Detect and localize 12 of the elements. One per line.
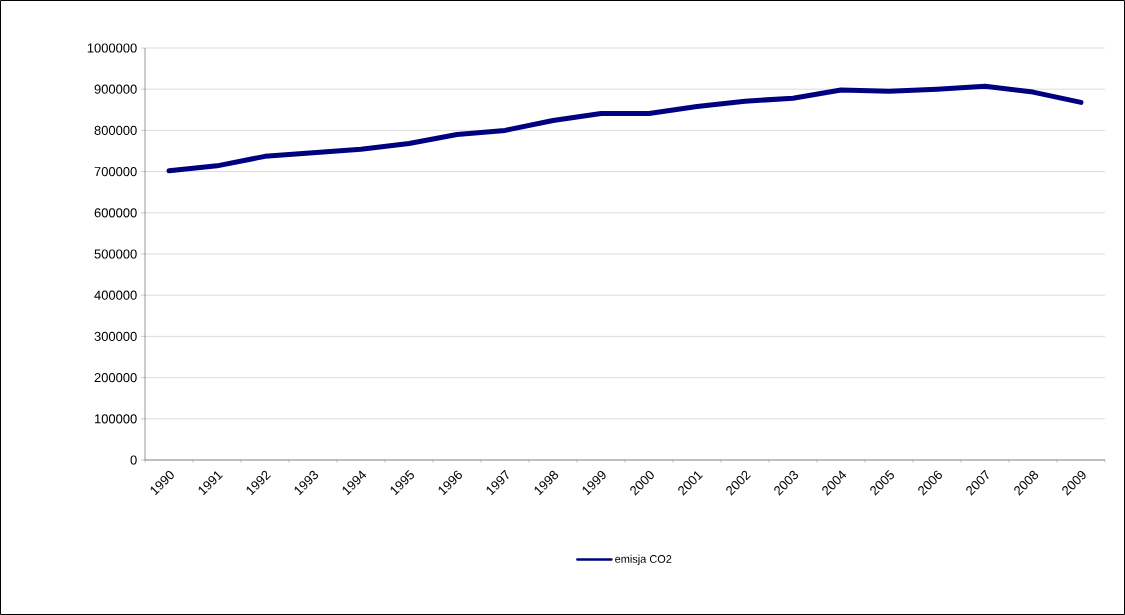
y-tick-label: 0 <box>130 455 137 465</box>
y-tick-label: 800000 <box>94 125 137 135</box>
y-tick-label: 200000 <box>94 373 137 383</box>
legend-label: emisja CO2 <box>615 554 672 566</box>
y-tick-label: 400000 <box>94 290 137 300</box>
y-tick-label: 1000000 <box>87 43 137 53</box>
y-tick-label: 900000 <box>94 84 137 94</box>
y-tick-label: 600000 <box>94 208 137 218</box>
y-tick-label: 100000 <box>95 414 137 424</box>
y-tick-label: 300000 <box>94 331 137 341</box>
y-tick-label: 700000 <box>94 167 137 177</box>
y-tick-label: 500000 <box>94 249 137 259</box>
